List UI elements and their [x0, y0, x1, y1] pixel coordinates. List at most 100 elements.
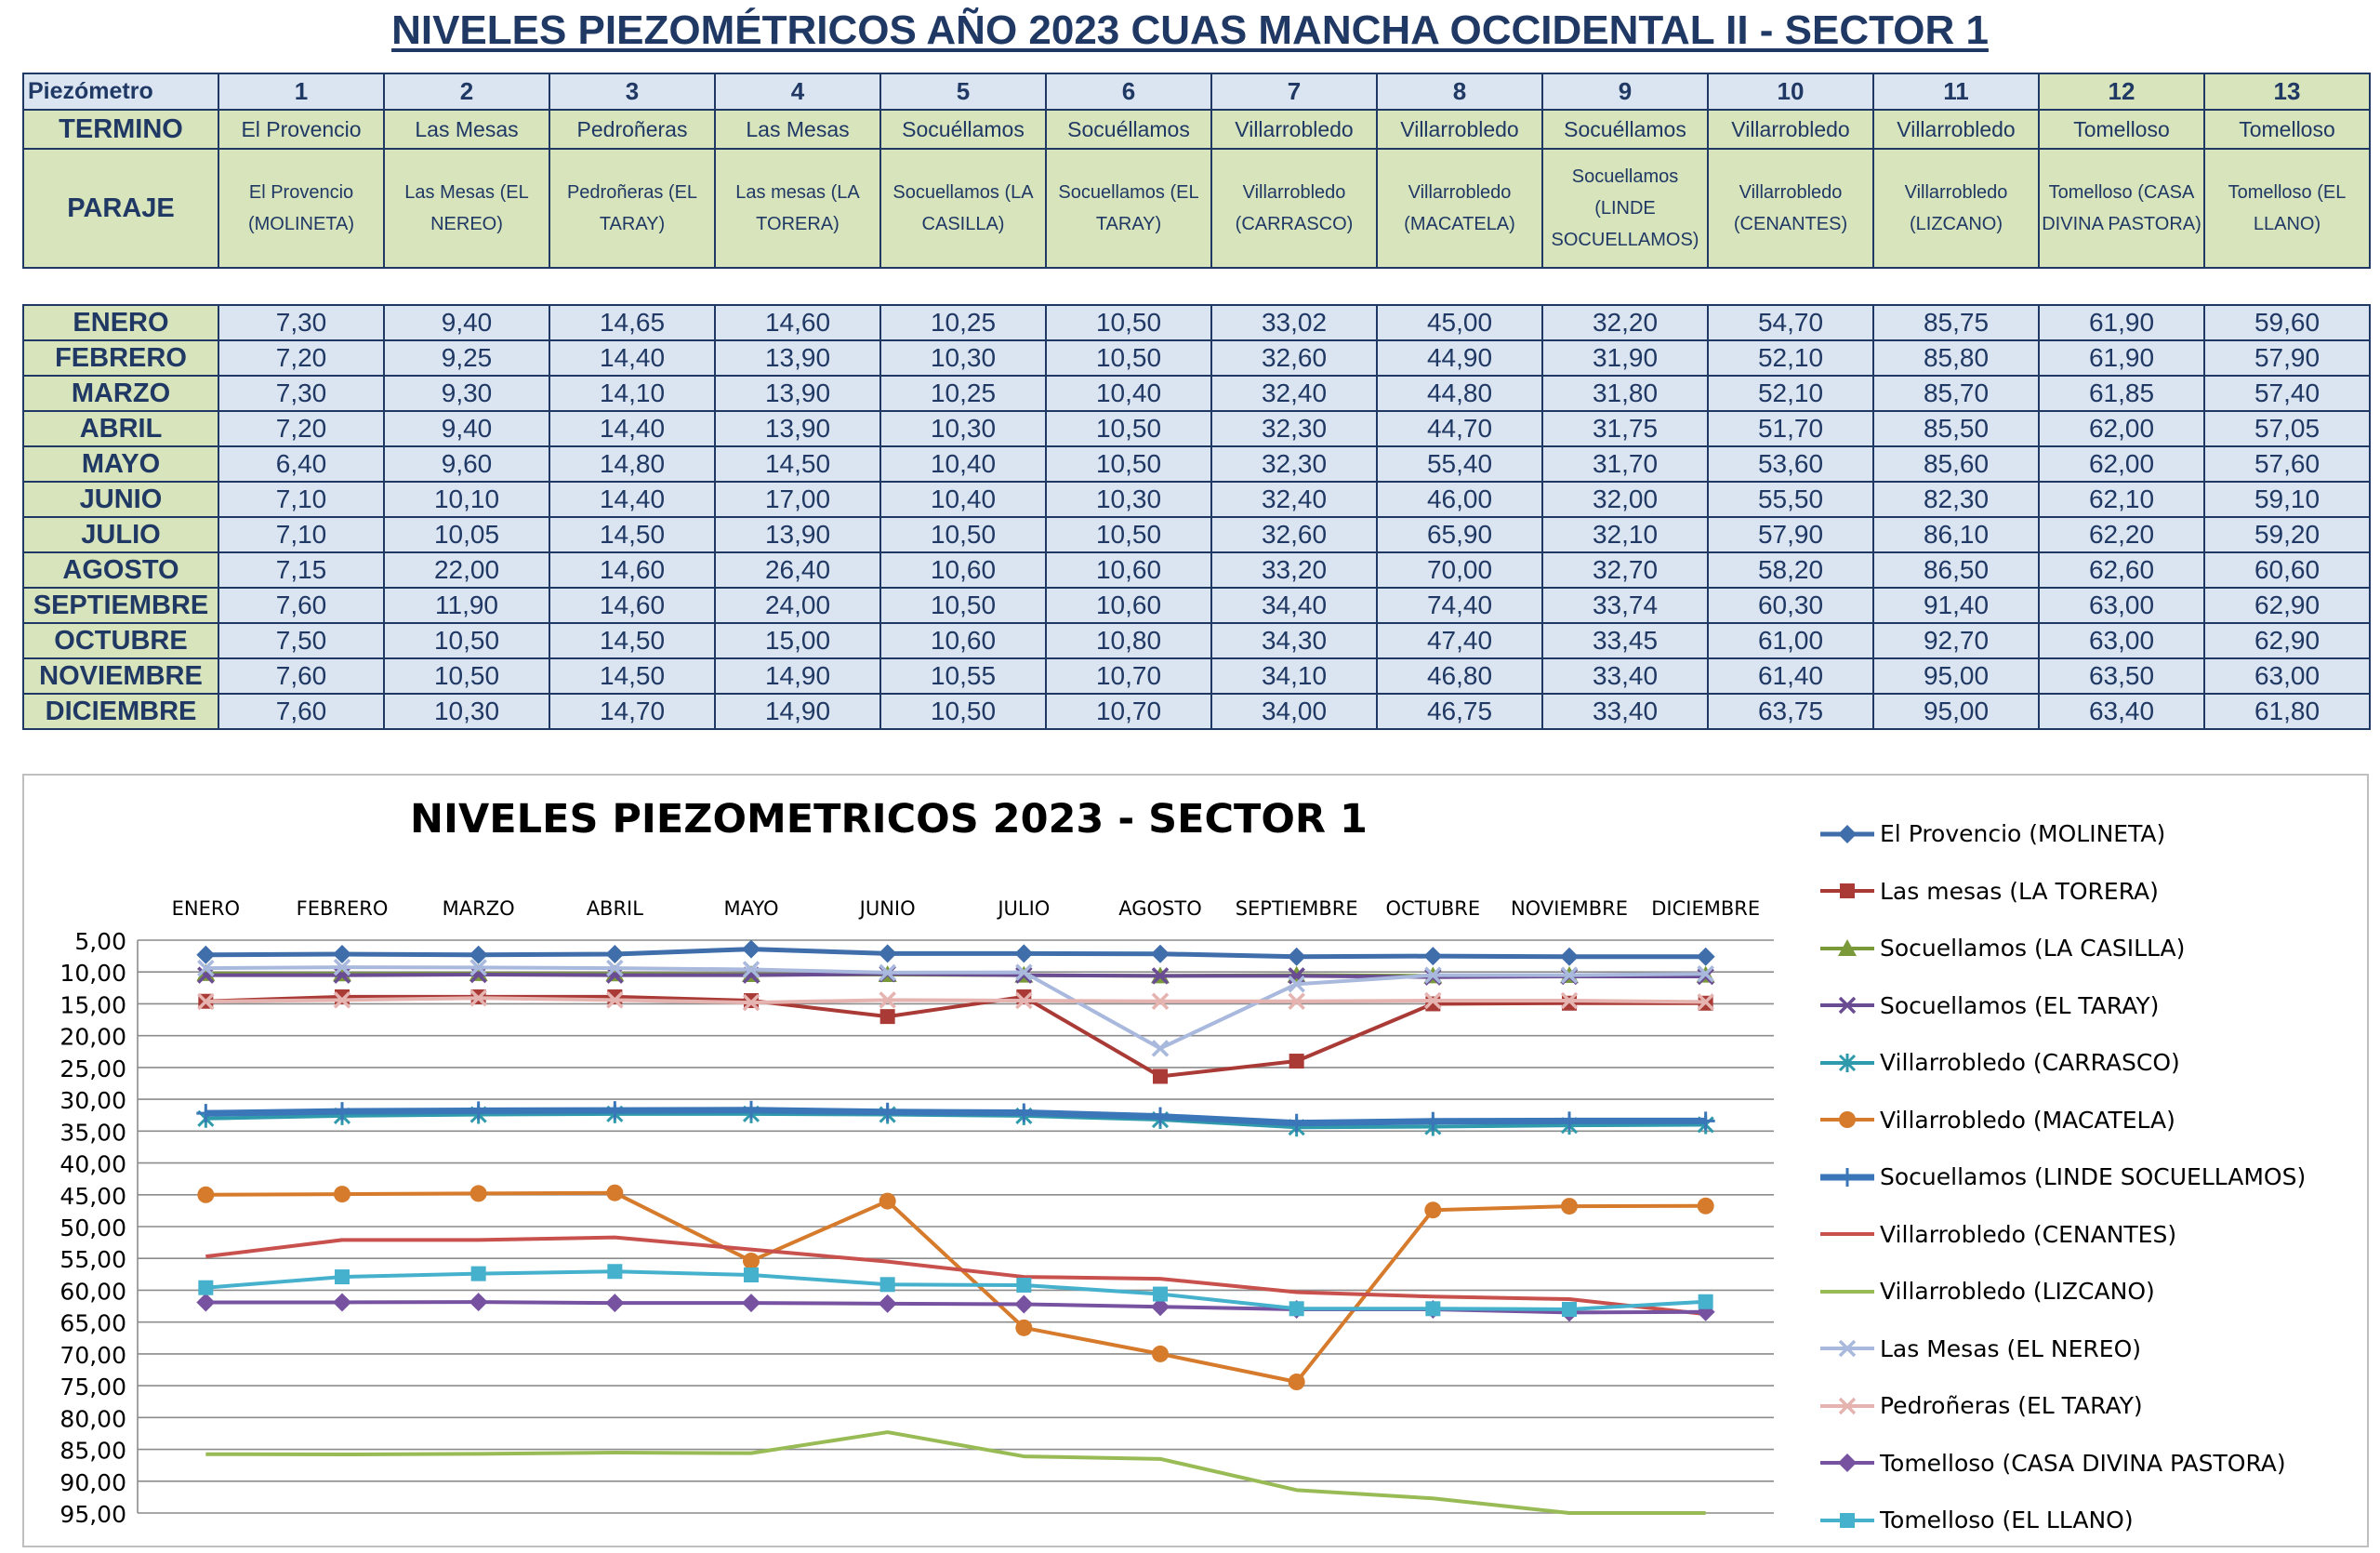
legend-swatch — [1820, 1111, 1874, 1129]
series-point-1 — [333, 945, 351, 964]
spacer-cell — [2039, 267, 2204, 306]
series-point-10 — [1424, 966, 1442, 984]
level-value: 61,00 — [1707, 622, 1874, 659]
header-label-paraje: PARAJE — [22, 148, 219, 269]
table-row: MARZO 7,30 9,30 14,10 13,90 10,25 10,40 32,40 44… — [22, 375, 2371, 412]
level-value: 82,30 — [1872, 481, 2040, 518]
series-point-11 — [742, 993, 760, 1012]
level-value: 32,20 — [1541, 304, 1709, 341]
legend-label: El Provencio (MOLINETA) — [1880, 820, 2166, 848]
level-value: 32,70 — [1541, 551, 1709, 589]
month-label: AGOSTO — [22, 551, 219, 589]
piezometer-number: 13 — [2203, 73, 2371, 111]
series-point-10 — [606, 959, 624, 977]
series-line-13 — [205, 1269, 1706, 1311]
legend-marker — [1838, 1053, 1857, 1072]
level-value: 7,20 — [218, 339, 385, 377]
series-point-12 — [742, 1294, 760, 1313]
level-value: 53,60 — [1707, 445, 1874, 483]
x-tick-label: ABRIL — [587, 897, 644, 920]
y-tick-label: 70,00 — [60, 1342, 126, 1369]
x-tick-label: FEBRERO — [297, 897, 389, 920]
series-point-10 — [197, 959, 215, 977]
series-point-13 — [198, 1280, 214, 1295]
level-value: 14,50 — [714, 445, 881, 483]
series-point-12 — [1151, 1297, 1170, 1317]
legend-label: Villarrobledo (CENANTES) — [1880, 1220, 2177, 1248]
legend-label: Socuellamos (LA CASILLA) — [1880, 935, 2186, 962]
series-point-12 — [1014, 1294, 1034, 1314]
level-value: 10,50 — [1045, 516, 1212, 553]
series-point-12 — [333, 1293, 351, 1312]
level-value: 7,60 — [218, 693, 385, 730]
level-value: 10,50 — [879, 587, 1047, 624]
level-value: 58,20 — [1707, 551, 1874, 589]
level-value: 10,60 — [1045, 587, 1212, 624]
legend-marker — [1838, 1167, 1857, 1187]
legend-item: Villarrobledo (CENANTES) — [1818, 1206, 2367, 1264]
spacer-cell — [2204, 267, 2370, 306]
level-value: 92,70 — [1872, 622, 2040, 659]
legend-swatch — [1820, 938, 1874, 956]
level-value: 10,50 — [879, 516, 1047, 553]
level-value: 15,00 — [714, 622, 881, 659]
paraje-cell: Socuellamos (LINDE SOCUELLAMOS) — [1541, 148, 1709, 269]
level-value: 11,90 — [383, 587, 550, 624]
spacer-cell — [384, 267, 549, 306]
level-value: 14,50 — [549, 516, 716, 553]
level-value: 85,60 — [1872, 445, 2040, 483]
termino-cell: Villarrobledo — [1707, 109, 1874, 150]
spacer-cell — [1708, 267, 1873, 306]
level-value: 32,30 — [1210, 445, 1378, 483]
series-point-10 — [1015, 963, 1033, 981]
level-value: 14,60 — [549, 551, 716, 589]
level-value: 52,10 — [1707, 375, 1874, 412]
legend-marker — [1838, 1340, 1857, 1358]
table-row: OCTUBRE 7,50 10,50 14,50 15,00 10,60 10,80 34,3… — [22, 622, 2371, 659]
page-title: NIVELES PIEZOMÉTRICOS AÑO 2023 CUAS MANC… — [391, 7, 1989, 53]
level-value: 44,70 — [1376, 410, 1543, 447]
level-value: 13,90 — [714, 339, 881, 377]
month-label: FEBRERO — [22, 339, 219, 377]
level-value: 60,30 — [1707, 587, 1874, 624]
level-value: 7,10 — [218, 481, 385, 518]
level-value: 57,05 — [2203, 410, 2371, 447]
series-point-6 — [469, 1185, 487, 1202]
spacer-cell — [715, 267, 880, 306]
level-value: 7,60 — [218, 587, 385, 624]
level-value: 10,70 — [1045, 693, 1212, 730]
series-point-10 — [1697, 965, 1714, 983]
legend-item: Villarrobledo (MACATELA) — [1818, 1092, 2367, 1149]
series-point-1 — [1287, 947, 1306, 966]
y-tick-label: 75,00 — [60, 1374, 126, 1400]
level-value: 86,50 — [1872, 551, 2040, 589]
termino-cell: Las Mesas — [383, 109, 550, 150]
level-value: 14,90 — [714, 657, 881, 695]
level-value: 17,00 — [714, 481, 881, 518]
level-value: 10,70 — [1045, 657, 1212, 695]
series-point-1 — [605, 945, 625, 964]
series-point-6 — [1424, 1201, 1442, 1219]
x-tick-label: AGOSTO — [1118, 897, 1202, 920]
series-point-10 — [1560, 966, 1579, 984]
legend-swatch — [1820, 1232, 1874, 1237]
paraje-cell: El Provencio (MOLINETA) — [218, 148, 385, 269]
series-point-11 — [197, 992, 215, 1011]
level-value: 63,00 — [2038, 587, 2205, 624]
series-line-9 — [205, 1430, 1706, 1515]
series-point-6 — [1288, 1374, 1305, 1391]
piezometer-number: 8 — [1376, 73, 1543, 111]
series-point-13 — [744, 1268, 759, 1283]
y-tick-label: 80,00 — [60, 1405, 126, 1432]
series-point-13 — [335, 1269, 350, 1285]
series-point-6 — [1697, 1197, 1714, 1215]
level-value: 32,40 — [1210, 481, 1378, 518]
level-value: 63,40 — [2038, 693, 2205, 730]
series-point-13 — [470, 1266, 486, 1281]
level-value: 57,40 — [2203, 375, 2371, 412]
level-value: 62,10 — [2038, 481, 2205, 518]
series-point-10 — [1288, 975, 1305, 993]
legend-item: Pedroñeras (EL TARAY) — [1818, 1377, 2367, 1435]
y-tick-label: 60,00 — [60, 1278, 126, 1305]
level-value: 59,10 — [2203, 481, 2371, 518]
